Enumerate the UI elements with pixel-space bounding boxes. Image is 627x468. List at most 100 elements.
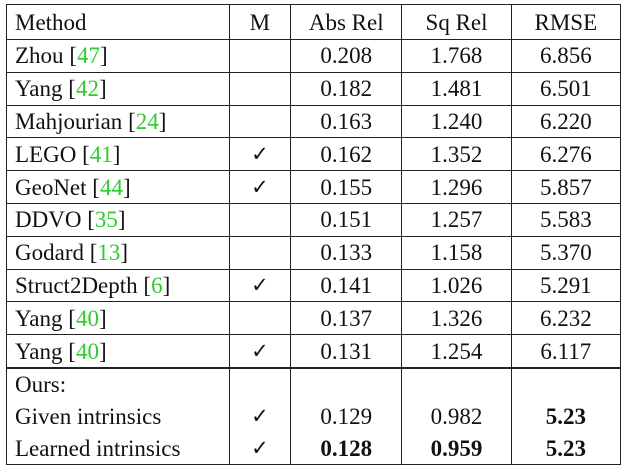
- method-name: Yang: [15, 76, 69, 102]
- header-sq-rel: Sq Rel: [401, 4, 512, 40]
- abs-rel-cell: 0.133: [290, 235, 403, 270]
- method-name: LEGO: [15, 141, 83, 167]
- rmse-cell-empty: [510, 366, 622, 401]
- citation-link[interactable]: 13: [97, 240, 121, 266]
- header-method: Method: [6, 4, 230, 40]
- table-row: GeoNet [44] ✓ 0.155 1.296 5.857: [6, 170, 622, 204]
- rmse-cell: 5.370: [510, 235, 622, 270]
- sq-rel-cell: 1.026: [401, 268, 512, 303]
- table-body: Zhou [47] 0.208 1.768 6.856 Yang [42] 0.182 1.…: [6, 39, 622, 466]
- rmse-cell: 6.220: [510, 104, 622, 139]
- abs-rel-cell: 0.163: [290, 104, 403, 139]
- m-cell: [228, 71, 292, 106]
- abs-rel-cell: 0.182: [290, 71, 403, 106]
- results-table: Method M Abs Rel Sq Rel RMSE Zhou [47] 0.…: [6, 4, 622, 466]
- rmse-cell: 5.583: [510, 202, 622, 237]
- method-cell: Learned intrinsics: [6, 432, 230, 466]
- abs-rel-cell: 0.137: [290, 301, 403, 336]
- rmse-cell: 6.117: [510, 334, 622, 369]
- method-cell: Mahjourian [24]: [6, 104, 230, 139]
- citation-link[interactable]: 35: [94, 207, 118, 233]
- citation-link[interactable]: 44: [99, 174, 123, 200]
- m-cell: ✓: [228, 400, 292, 433]
- m-cell: [228, 235, 292, 270]
- m-cell: ✓: [228, 432, 292, 466]
- method-name: Mahjourian: [15, 108, 129, 134]
- m-cell: [228, 104, 292, 139]
- table-row: Zhou [47] 0.208 1.768 6.856: [6, 39, 622, 73]
- rmse-cell: 5.291: [510, 268, 622, 303]
- method-cell: Given intrinsics: [6, 400, 230, 433]
- sq-rel-cell: 0.959: [401, 432, 512, 466]
- ours-label: Ours:: [6, 366, 230, 401]
- abs-rel-cell: 0.155: [290, 170, 403, 204]
- method-name: Yang: [15, 338, 69, 364]
- m-cell: ✓: [228, 334, 292, 369]
- citation-link[interactable]: 40: [75, 338, 99, 364]
- sq-rel-cell: 1.768: [401, 39, 512, 73]
- method-cell: GeoNet [44]: [6, 170, 230, 204]
- method-cell: Zhou [47]: [6, 39, 230, 73]
- ours-label-row: Ours:: [6, 366, 622, 401]
- header-abs-rel: Abs Rel: [290, 4, 403, 40]
- abs-rel-cell: 0.131: [290, 334, 403, 369]
- method-name: Yang: [15, 305, 69, 331]
- table-row: LEGO [41] ✓ 0.162 1.352 6.276: [6, 137, 622, 172]
- table-row: Struct2Depth [6] ✓ 0.141 1.026 5.291: [6, 268, 622, 303]
- rmse-cell: 5.23: [510, 432, 622, 466]
- method-name: Godard: [15, 240, 90, 266]
- abs-rel-cell: 0.208: [290, 39, 403, 73]
- sq-rel-cell: 1.254: [401, 334, 512, 369]
- table-row: Mahjourian [24] 0.163 1.240 6.220: [6, 104, 622, 139]
- citation-link[interactable]: 6: [151, 272, 163, 298]
- rmse-cell: 6.232: [510, 301, 622, 336]
- citation-link[interactable]: 42: [75, 76, 99, 102]
- m-cell: ✓: [228, 170, 292, 204]
- method-name: Struct2Depth: [15, 272, 144, 298]
- ours-row: Given intrinsics ✓ 0.129 0.982 5.23: [6, 400, 622, 433]
- m-cell: ✓: [228, 268, 292, 303]
- ours-row: Learned intrinsics ✓ 0.128 0.959 5.23: [6, 432, 622, 466]
- sq-rel-cell: 1.240: [401, 104, 512, 139]
- table-row: Yang [42] 0.182 1.481 6.501: [6, 71, 622, 106]
- method-name: Zhou: [15, 43, 70, 69]
- method-name: DDVO: [15, 207, 88, 233]
- m-cell: [228, 301, 292, 336]
- table-row: Yang [40] 0.137 1.326 6.232: [6, 301, 622, 336]
- abs-rel-cell-empty: [290, 366, 403, 401]
- m-cell: ✓: [228, 137, 292, 172]
- abs-rel-cell: 0.129: [290, 400, 403, 433]
- m-cell-empty: [228, 366, 292, 401]
- citation-link[interactable]: 24: [135, 108, 159, 134]
- method-name: GeoNet: [15, 174, 93, 200]
- rmse-cell: 6.856: [510, 39, 622, 73]
- sq-rel-cell: 1.352: [401, 137, 512, 172]
- method-cell: Yang [40]: [6, 334, 230, 369]
- table-row: Godard [13] 0.133 1.158 5.370: [6, 235, 622, 270]
- header-row: Method M Abs Rel Sq Rel RMSE: [6, 4, 622, 40]
- sq-rel-cell: 1.296: [401, 170, 512, 204]
- table-row: DDVO [35] 0.151 1.257 5.583: [6, 202, 622, 237]
- abs-rel-cell: 0.162: [290, 137, 403, 172]
- header-rmse: RMSE: [510, 4, 622, 40]
- abs-rel-cell: 0.128: [290, 432, 403, 466]
- citation-link[interactable]: 47: [76, 43, 100, 69]
- sq-rel-cell: 1.326: [401, 301, 512, 336]
- rmse-cell: 5.23: [510, 400, 622, 433]
- rmse-cell: 6.501: [510, 71, 622, 106]
- citation-link[interactable]: 40: [75, 305, 99, 331]
- rmse-cell: 5.857: [510, 170, 622, 204]
- method-cell: Godard [13]: [6, 235, 230, 270]
- header-m: M: [228, 4, 292, 40]
- m-cell: [228, 39, 292, 73]
- abs-rel-cell: 0.151: [290, 202, 403, 237]
- citation-link[interactable]: 41: [89, 141, 113, 167]
- table-row: Yang [40] ✓ 0.131 1.254 6.117: [6, 334, 622, 369]
- method-cell: Yang [40]: [6, 301, 230, 336]
- method-cell: DDVO [35]: [6, 202, 230, 237]
- results-table-container: Method M Abs Rel Sq Rel RMSE Zhou [47] 0.…: [6, 4, 622, 466]
- sq-rel-cell: 0.982: [401, 400, 512, 433]
- method-cell: LEGO [41]: [6, 137, 230, 172]
- m-cell: [228, 202, 292, 237]
- sq-rel-cell: 1.158: [401, 235, 512, 270]
